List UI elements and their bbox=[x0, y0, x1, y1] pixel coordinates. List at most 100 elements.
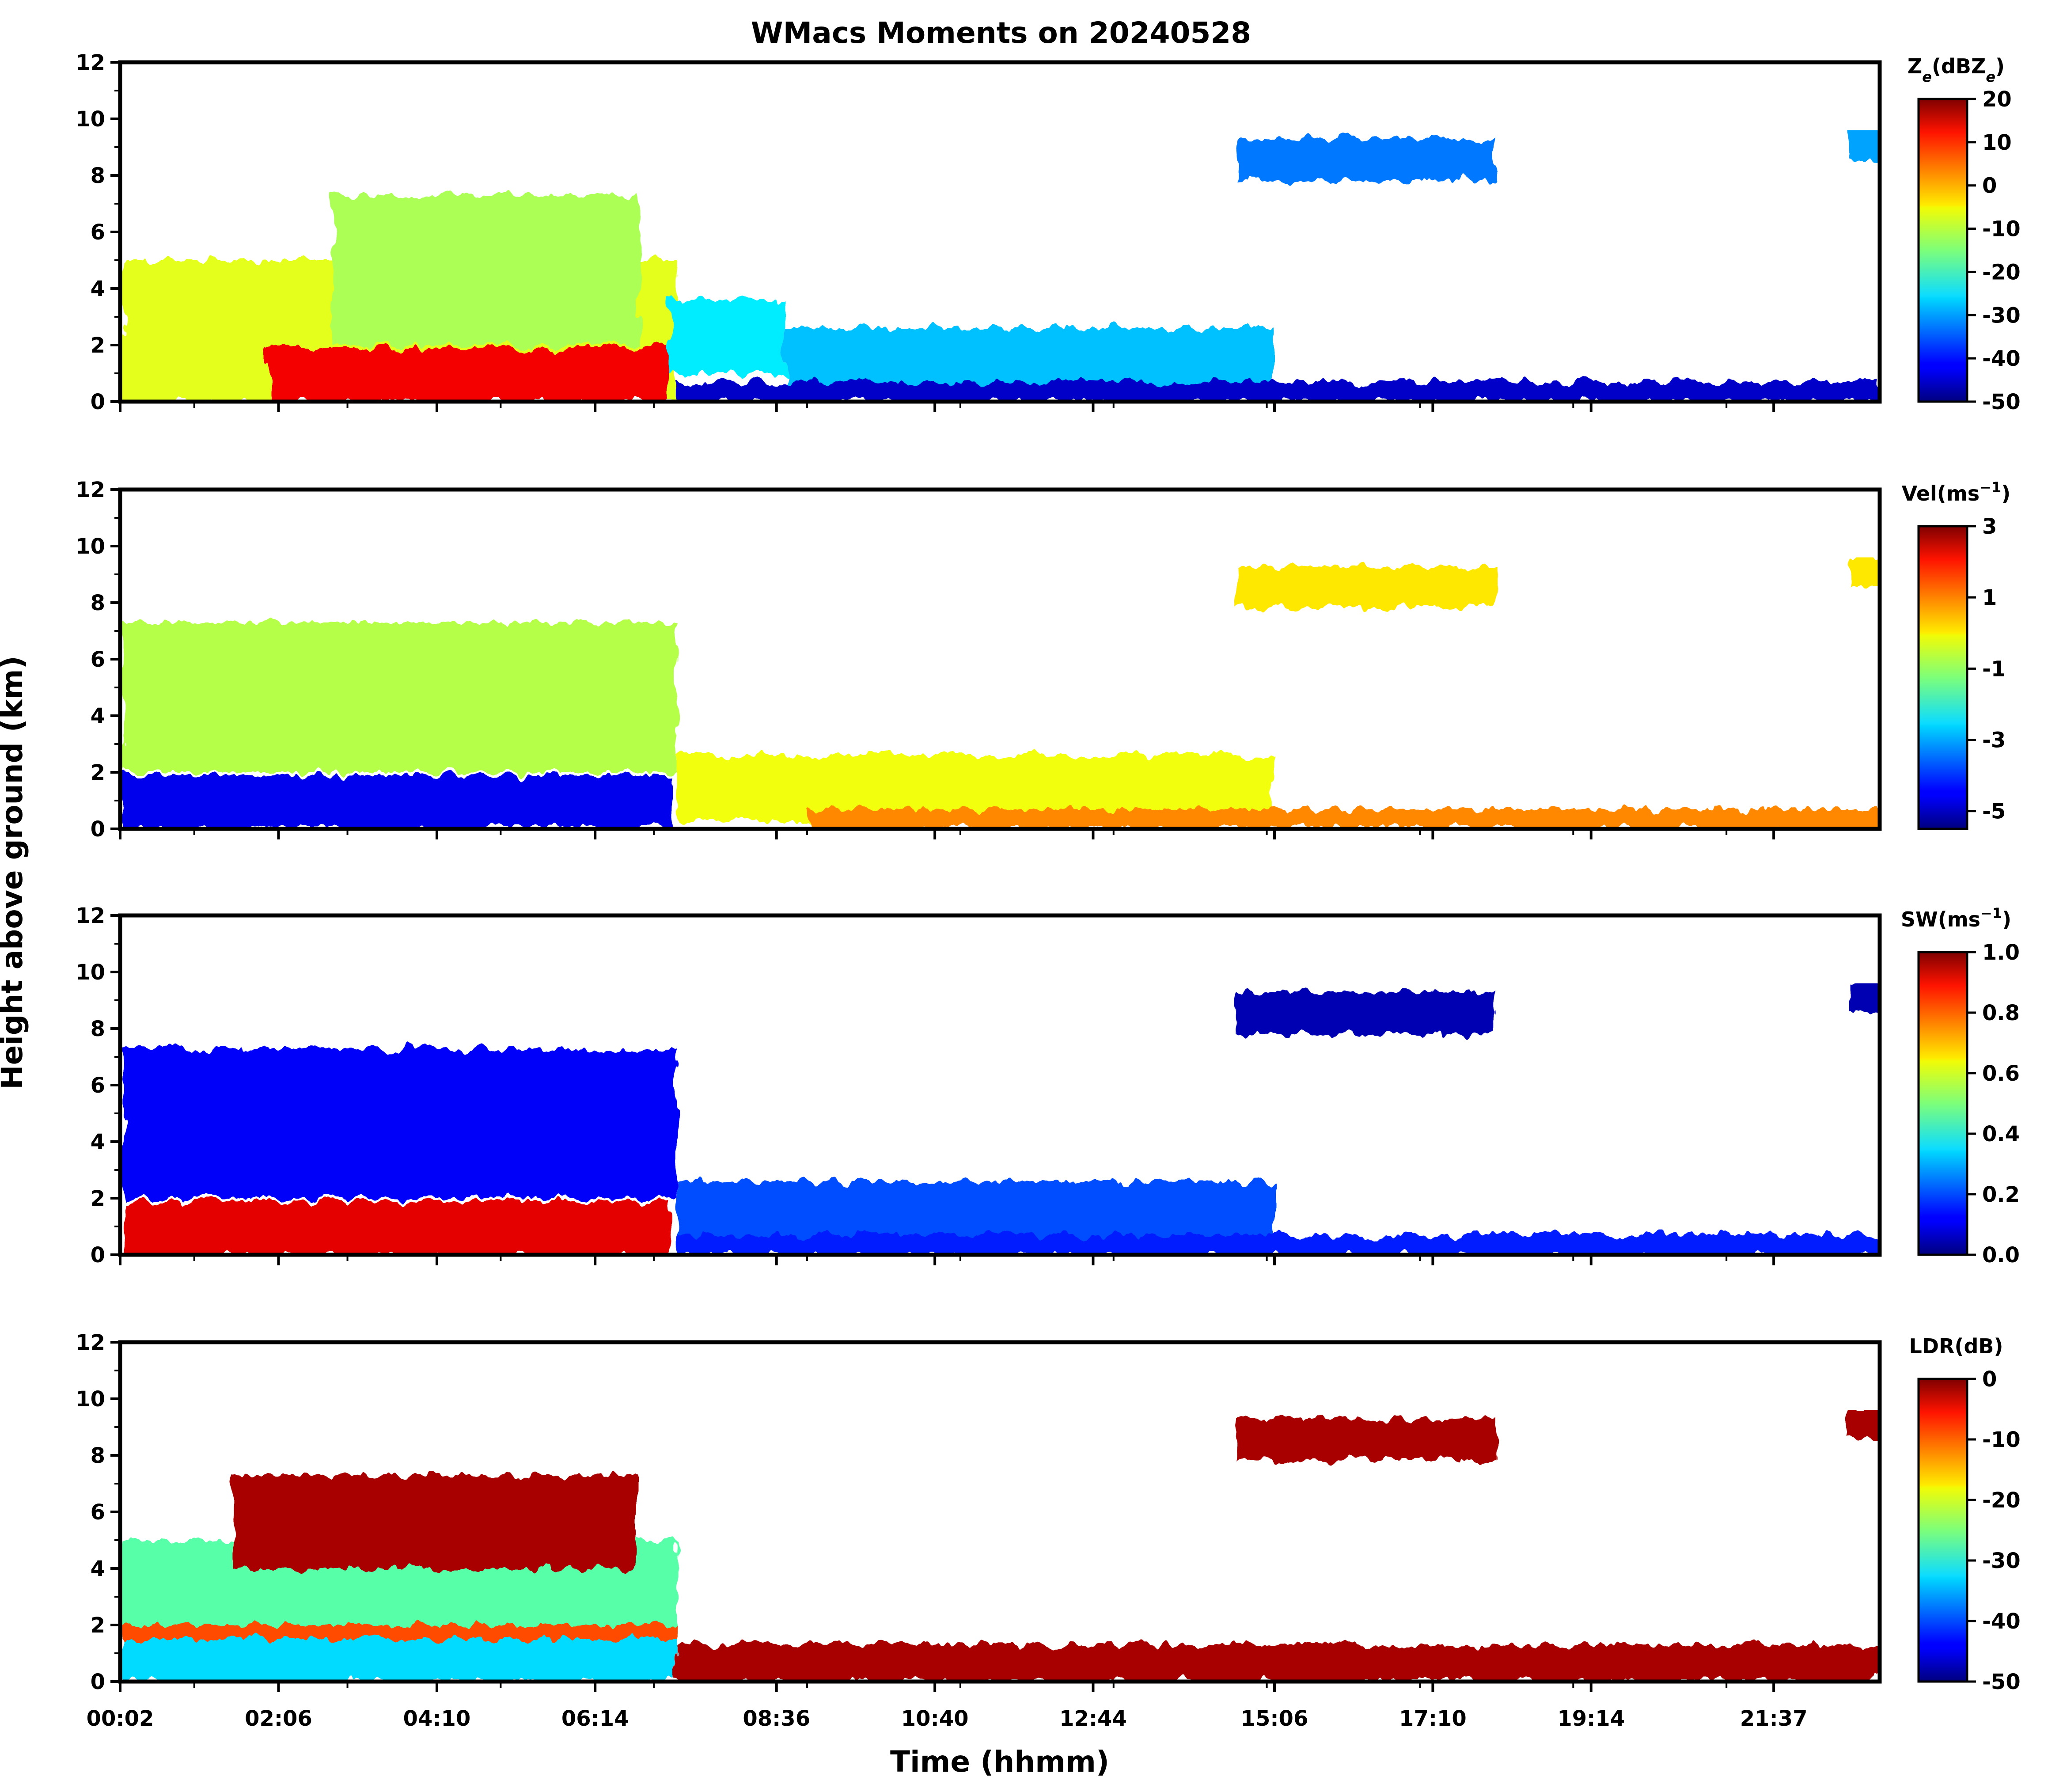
colorbar-tick-label: 1.0 bbox=[1982, 940, 2020, 965]
echo-region bbox=[121, 775, 669, 829]
echo-region bbox=[1849, 557, 1880, 586]
colorbar-tick-label: -20 bbox=[1982, 260, 2021, 285]
echo-region bbox=[1236, 1418, 1497, 1461]
y-tick-label: 2 bbox=[91, 1613, 105, 1638]
colorbar-tick-label: 0.8 bbox=[1982, 1001, 2020, 1025]
echo-region bbox=[121, 1048, 677, 1198]
y-tick-label: 12 bbox=[76, 50, 105, 75]
y-tick-label: 8 bbox=[91, 1443, 105, 1468]
panel-sw: 0 2 4 6 8 10 12 1.0 0.8 0.6 0.4 0.2 0.0 SW(ms−1) bbox=[76, 904, 2020, 1268]
y-tick-label: 2 bbox=[91, 333, 105, 358]
colorbar-tick-label: -40 bbox=[1982, 1609, 2021, 1634]
colorbar-label: Vel(ms−1) bbox=[1902, 479, 2011, 505]
x-tick-label: 21:37 bbox=[1740, 1706, 1808, 1731]
echo-region bbox=[677, 1644, 1880, 1682]
echo-region bbox=[807, 809, 1880, 829]
colorbar-tick-label: 0.6 bbox=[1982, 1061, 2020, 1086]
echo-region bbox=[332, 195, 639, 345]
x-tick-label: 15:06 bbox=[1241, 1706, 1308, 1731]
colorbar-tick-label: -20 bbox=[1982, 1488, 2021, 1513]
colorbar-tick-label: -10 bbox=[1982, 1428, 2021, 1452]
y-tick-label: 6 bbox=[91, 647, 105, 672]
echo-region bbox=[1236, 566, 1497, 608]
panel-ldr: 0 2 4 6 8 10 12 00:02 02:06 04:10 06:14 08:36 10:40 1… bbox=[76, 1330, 2021, 1731]
radar-echo-field bbox=[121, 557, 1880, 829]
y-tick-label: 4 bbox=[91, 1130, 105, 1154]
echo-region bbox=[121, 1625, 677, 1639]
echo-region bbox=[1849, 130, 1880, 159]
colorbar-tick-label: -5 bbox=[1982, 799, 2006, 824]
y-tick-label: 12 bbox=[76, 478, 105, 502]
figure-title: WMacs Moments on 20240528 bbox=[751, 16, 1251, 50]
x-tick-label: 08:36 bbox=[743, 1706, 810, 1731]
x-tick-label: 19:14 bbox=[1557, 1706, 1625, 1731]
echo-region bbox=[1849, 1410, 1880, 1439]
colorbar-gradient bbox=[1917, 525, 1968, 830]
x-tick-label: 10:40 bbox=[901, 1706, 969, 1731]
x-tick-label: 00:02 bbox=[87, 1706, 154, 1731]
x-tick-label: 04:10 bbox=[403, 1706, 471, 1731]
y-axis-label: Height above ground (km) bbox=[0, 656, 29, 1090]
x-tick-label: 17:10 bbox=[1399, 1706, 1467, 1731]
echo-region bbox=[1849, 983, 1880, 1012]
colorbar-tick-label: -3 bbox=[1982, 728, 2006, 753]
y-tick-label: 12 bbox=[76, 904, 105, 928]
echo-region bbox=[1236, 138, 1497, 181]
colorbar-tick-label: -50 bbox=[1982, 1670, 2021, 1694]
y-tick-label: 2 bbox=[91, 760, 105, 785]
y-tick-label: 6 bbox=[91, 1500, 105, 1525]
radar-echo-field bbox=[121, 1410, 1880, 1682]
y-tick-label: 8 bbox=[91, 1017, 105, 1041]
radar-echo-field bbox=[121, 983, 1880, 1255]
echo-region bbox=[1236, 991, 1497, 1034]
echo-region bbox=[669, 300, 784, 373]
y-tick-label: 4 bbox=[91, 1557, 105, 1581]
y-tick-label: 12 bbox=[76, 1330, 105, 1355]
colorbar-tick-label: 1 bbox=[1982, 585, 1997, 610]
panel-ze: 0 2 4 6 8 10 12 20 10 0 -10 -20 -30 -40 -50 Ze(dBZe) bbox=[76, 50, 2021, 414]
x-tick-label: 06:14 bbox=[561, 1706, 629, 1731]
colorbar-gradient bbox=[1917, 951, 1968, 1256]
colorbar-tick-label: -40 bbox=[1982, 346, 2021, 371]
colorbar-tick-label: -10 bbox=[1982, 217, 2021, 242]
y-tick-label: 2 bbox=[91, 1186, 105, 1211]
colorbar-gradient bbox=[1917, 98, 1968, 403]
colorbar-sw: 1.0 0.8 0.6 0.4 0.2 0.0 SW(ms−1) bbox=[1901, 905, 2020, 1268]
x-axis-label: Time (hhmm) bbox=[890, 1745, 1109, 1779]
y-tick-label: 4 bbox=[91, 704, 105, 729]
colorbar-label: SW(ms−1) bbox=[1901, 905, 2011, 931]
echo-region bbox=[267, 348, 669, 402]
colorbar-vel: 3 1 -1 -3 -5 Vel(ms−1) bbox=[1902, 479, 2011, 830]
x-tick-label: 12:44 bbox=[1059, 1706, 1127, 1731]
colorbar-tick-label: -30 bbox=[1982, 303, 2021, 328]
colorbar-tick-label: 0.4 bbox=[1982, 1122, 2020, 1147]
echo-region bbox=[677, 1235, 1880, 1255]
echo-region bbox=[121, 622, 677, 772]
y-tick-label: 10 bbox=[76, 960, 105, 985]
panels: 02468101220100-10-20-30-40-50Ze(dBZe)024… bbox=[76, 50, 2021, 1731]
echo-region bbox=[121, 1201, 669, 1255]
y-tick-label: 8 bbox=[91, 591, 105, 615]
echo-region bbox=[784, 328, 1274, 391]
colorbar-tick-label: -30 bbox=[1982, 1549, 2021, 1573]
y-tick-label: 6 bbox=[91, 1073, 105, 1098]
colorbar-tick-label: 10 bbox=[1982, 130, 2012, 155]
y-tick-label: 8 bbox=[91, 163, 105, 188]
radar-echo-field bbox=[121, 130, 1880, 402]
y-tick-label: 0 bbox=[91, 1670, 105, 1694]
colorbar-ze: 20 10 0 -10 -20 -30 -40 -50 Ze(dBZe) bbox=[1908, 54, 2021, 414]
y-tick-label: 10 bbox=[76, 107, 105, 132]
colorbar-tick-label: 0.2 bbox=[1982, 1182, 2020, 1207]
colorbar-label: Ze(dBZe) bbox=[1908, 54, 2005, 85]
y-tick-label: 6 bbox=[91, 220, 105, 245]
colorbar-tick-label: 0.0 bbox=[1982, 1243, 2020, 1268]
colorbar-ldr: 0 -10 -20 -30 -40 -50 LDR(dB) bbox=[1909, 1334, 2021, 1694]
echo-region bbox=[677, 382, 1880, 402]
colorbar-tick-label: 0 bbox=[1982, 174, 1997, 198]
colorbar-label: LDR(dB) bbox=[1909, 1334, 2003, 1358]
colorbar-tick-label: 3 bbox=[1982, 514, 1997, 539]
y-tick-label: 10 bbox=[76, 534, 105, 559]
colorbar-tick-label: 20 bbox=[1982, 87, 2012, 112]
y-tick-label: 4 bbox=[91, 277, 105, 301]
